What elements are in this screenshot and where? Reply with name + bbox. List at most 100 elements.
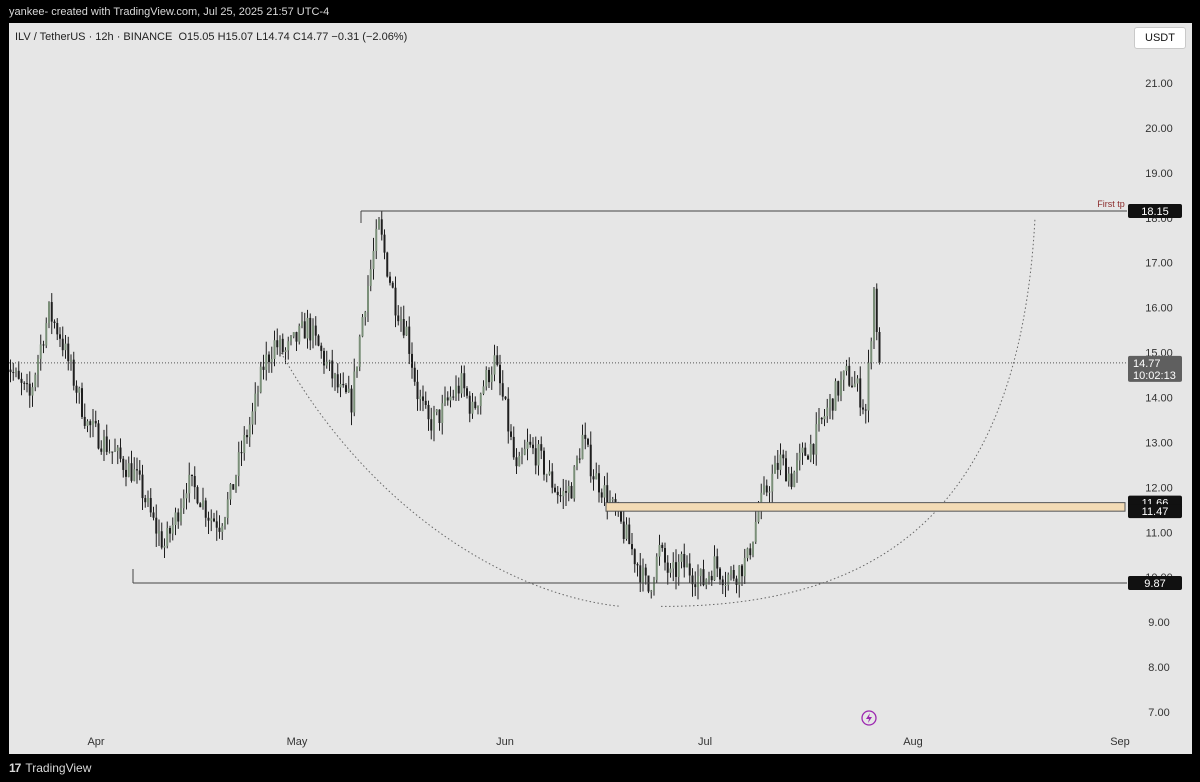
candle-down bbox=[457, 385, 460, 394]
candle-down bbox=[721, 579, 724, 586]
legend-change: −0.31 (−2.06%) bbox=[331, 31, 408, 43]
candle-up bbox=[545, 474, 548, 476]
candle-up bbox=[870, 341, 873, 363]
y-tick-label: 19.00 bbox=[1145, 168, 1173, 180]
candle-up bbox=[37, 358, 39, 375]
candle-up bbox=[738, 565, 741, 585]
candle-up bbox=[677, 561, 680, 577]
candle-down bbox=[694, 584, 697, 588]
candle-up bbox=[576, 458, 578, 467]
candle-up bbox=[116, 447, 119, 452]
candle-down bbox=[587, 438, 589, 445]
currency-button[interactable]: USDT bbox=[1134, 27, 1186, 49]
candle-up bbox=[229, 484, 232, 500]
tradingview-logo: 17 TradingView bbox=[9, 761, 91, 775]
candle-down bbox=[554, 487, 556, 492]
candle-down bbox=[864, 409, 867, 411]
price-chart[interactable]: 7.008.009.0010.0011.0012.0013.0014.0015.… bbox=[9, 23, 1192, 754]
candle-up bbox=[840, 379, 842, 396]
candle-up bbox=[433, 412, 435, 431]
x-tick-label: Apr bbox=[87, 736, 104, 748]
candle-up bbox=[378, 219, 380, 229]
legend-low: L14.74 bbox=[256, 31, 290, 43]
zone-badge-low-bg bbox=[1128, 504, 1182, 519]
candle-down bbox=[281, 338, 284, 352]
candle-up bbox=[477, 406, 479, 409]
candle-up bbox=[625, 524, 628, 539]
candle-down bbox=[741, 565, 743, 577]
candle-down bbox=[710, 575, 713, 581]
y-tick-label: 7.00 bbox=[1148, 707, 1169, 719]
candle-down bbox=[119, 447, 122, 459]
candle-up bbox=[367, 285, 369, 313]
candle-down bbox=[416, 381, 419, 400]
candle-down bbox=[474, 401, 477, 409]
candle-up bbox=[290, 336, 292, 342]
candle-down bbox=[191, 474, 193, 477]
candle-up bbox=[78, 388, 81, 393]
chart-panel[interactable]: 7.008.009.0010.0011.0012.0013.0014.0015.… bbox=[9, 23, 1192, 754]
candle-down bbox=[565, 491, 567, 493]
candle-up bbox=[771, 473, 774, 492]
candle-down bbox=[532, 444, 534, 449]
candle-up bbox=[265, 354, 268, 370]
candle-up bbox=[801, 447, 804, 453]
candle-down bbox=[67, 343, 70, 362]
candle-up bbox=[356, 366, 358, 372]
candle-down bbox=[397, 315, 400, 322]
candle-up bbox=[471, 401, 474, 414]
candle-up bbox=[312, 325, 314, 341]
candle-down bbox=[317, 335, 320, 346]
candle-up bbox=[724, 584, 727, 586]
candle-down bbox=[438, 409, 441, 423]
candle-down bbox=[380, 219, 383, 235]
y-tick-label: 16.00 bbox=[1145, 303, 1173, 315]
candle-up bbox=[174, 512, 177, 526]
candle-down bbox=[765, 485, 768, 493]
candle-down bbox=[529, 441, 532, 445]
candle-down bbox=[488, 369, 490, 383]
candle-down bbox=[383, 234, 386, 253]
candle-up bbox=[853, 383, 856, 387]
y-tick-label: 21.00 bbox=[1145, 78, 1173, 90]
candle-up bbox=[537, 444, 540, 466]
candle-up bbox=[754, 521, 757, 542]
candle-up bbox=[353, 371, 356, 413]
candle-down bbox=[130, 463, 133, 481]
candle-up bbox=[752, 541, 754, 556]
candle-up bbox=[743, 558, 746, 577]
candle-up bbox=[279, 338, 281, 348]
candle-down bbox=[138, 470, 141, 475]
candle-down bbox=[510, 431, 512, 437]
candle-down bbox=[215, 521, 218, 528]
candle-down bbox=[386, 252, 389, 277]
candle-down bbox=[111, 451, 114, 453]
candle-down bbox=[413, 367, 416, 382]
candle-up bbox=[708, 575, 710, 580]
candle-down bbox=[152, 512, 155, 518]
candle-up bbox=[567, 485, 570, 493]
candle-up bbox=[221, 525, 224, 532]
candle-down bbox=[149, 498, 152, 513]
candle-down bbox=[463, 373, 466, 389]
candle-up bbox=[867, 362, 870, 411]
candle-down bbox=[391, 282, 394, 288]
candle-down bbox=[675, 562, 677, 577]
candle-down bbox=[240, 452, 243, 454]
candle-down bbox=[661, 544, 664, 549]
candle-down bbox=[89, 421, 92, 426]
candle-down bbox=[424, 400, 427, 405]
candle-up bbox=[108, 451, 111, 453]
candle-up bbox=[298, 325, 301, 342]
candle-up bbox=[873, 288, 875, 342]
candle-down bbox=[592, 476, 595, 480]
candle-down bbox=[295, 332, 298, 342]
candle-down bbox=[246, 434, 248, 438]
candle-down bbox=[196, 487, 199, 504]
candle-up bbox=[611, 499, 614, 501]
candle-down bbox=[600, 492, 603, 498]
candle-down bbox=[56, 323, 59, 335]
candle-down bbox=[23, 382, 26, 384]
candle-down bbox=[875, 288, 878, 333]
candle-down bbox=[100, 448, 103, 452]
